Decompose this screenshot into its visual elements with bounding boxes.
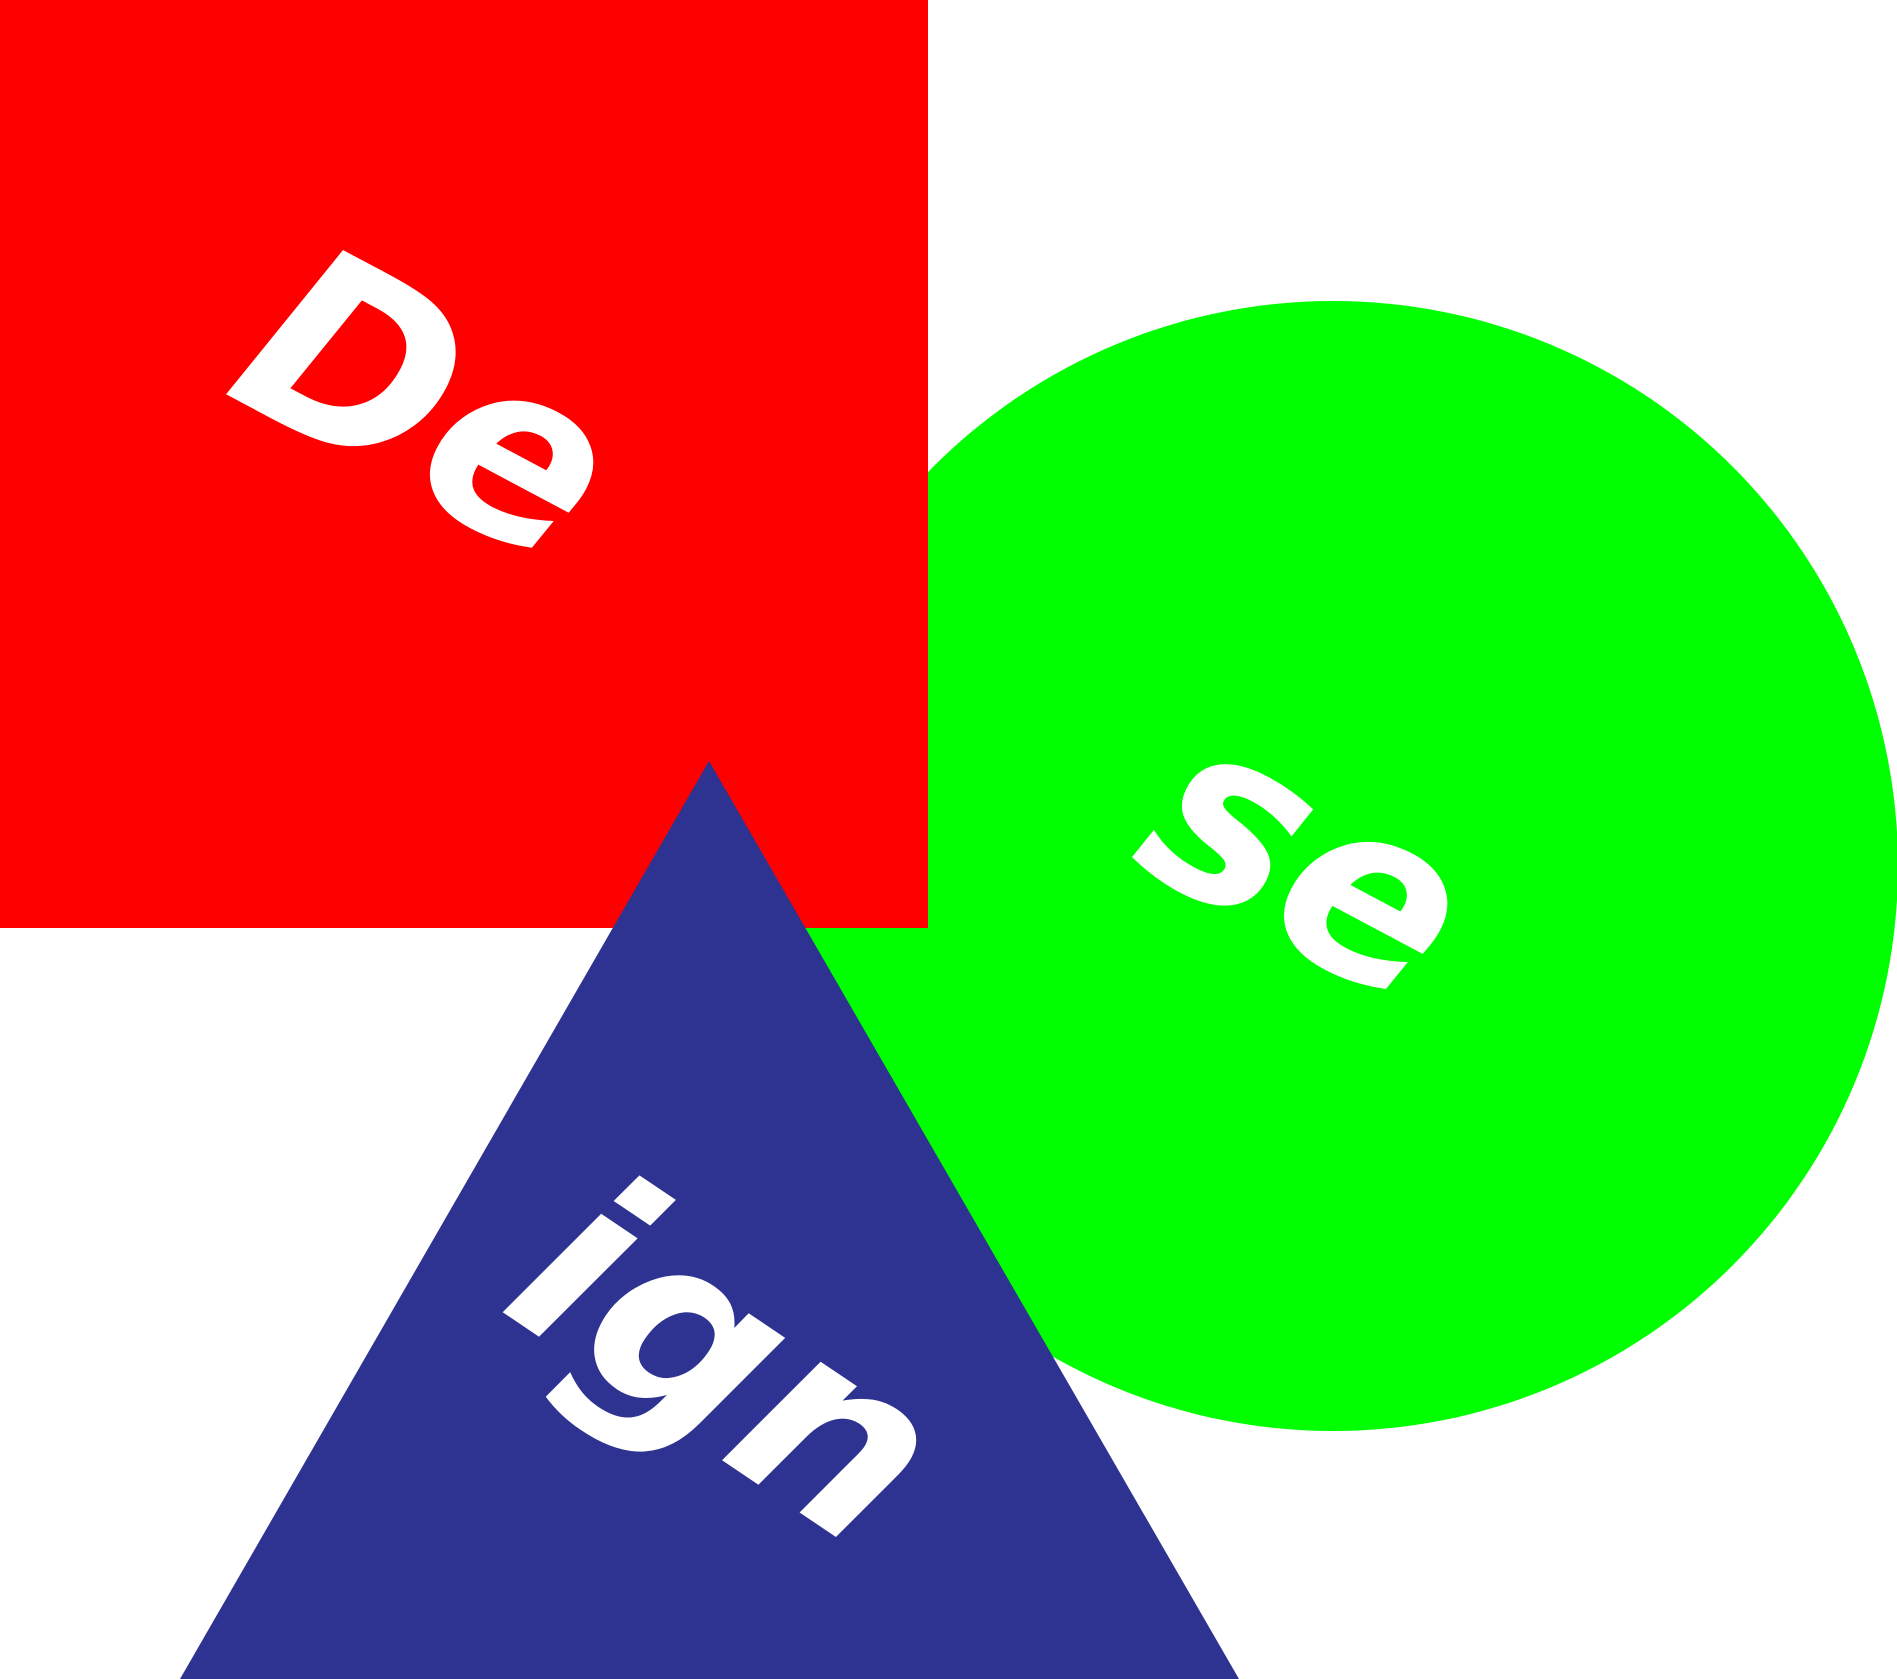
blue-triangle-shape xyxy=(180,761,1239,1679)
green-circle-shape xyxy=(768,301,1897,1431)
red-square-shape xyxy=(0,0,928,928)
